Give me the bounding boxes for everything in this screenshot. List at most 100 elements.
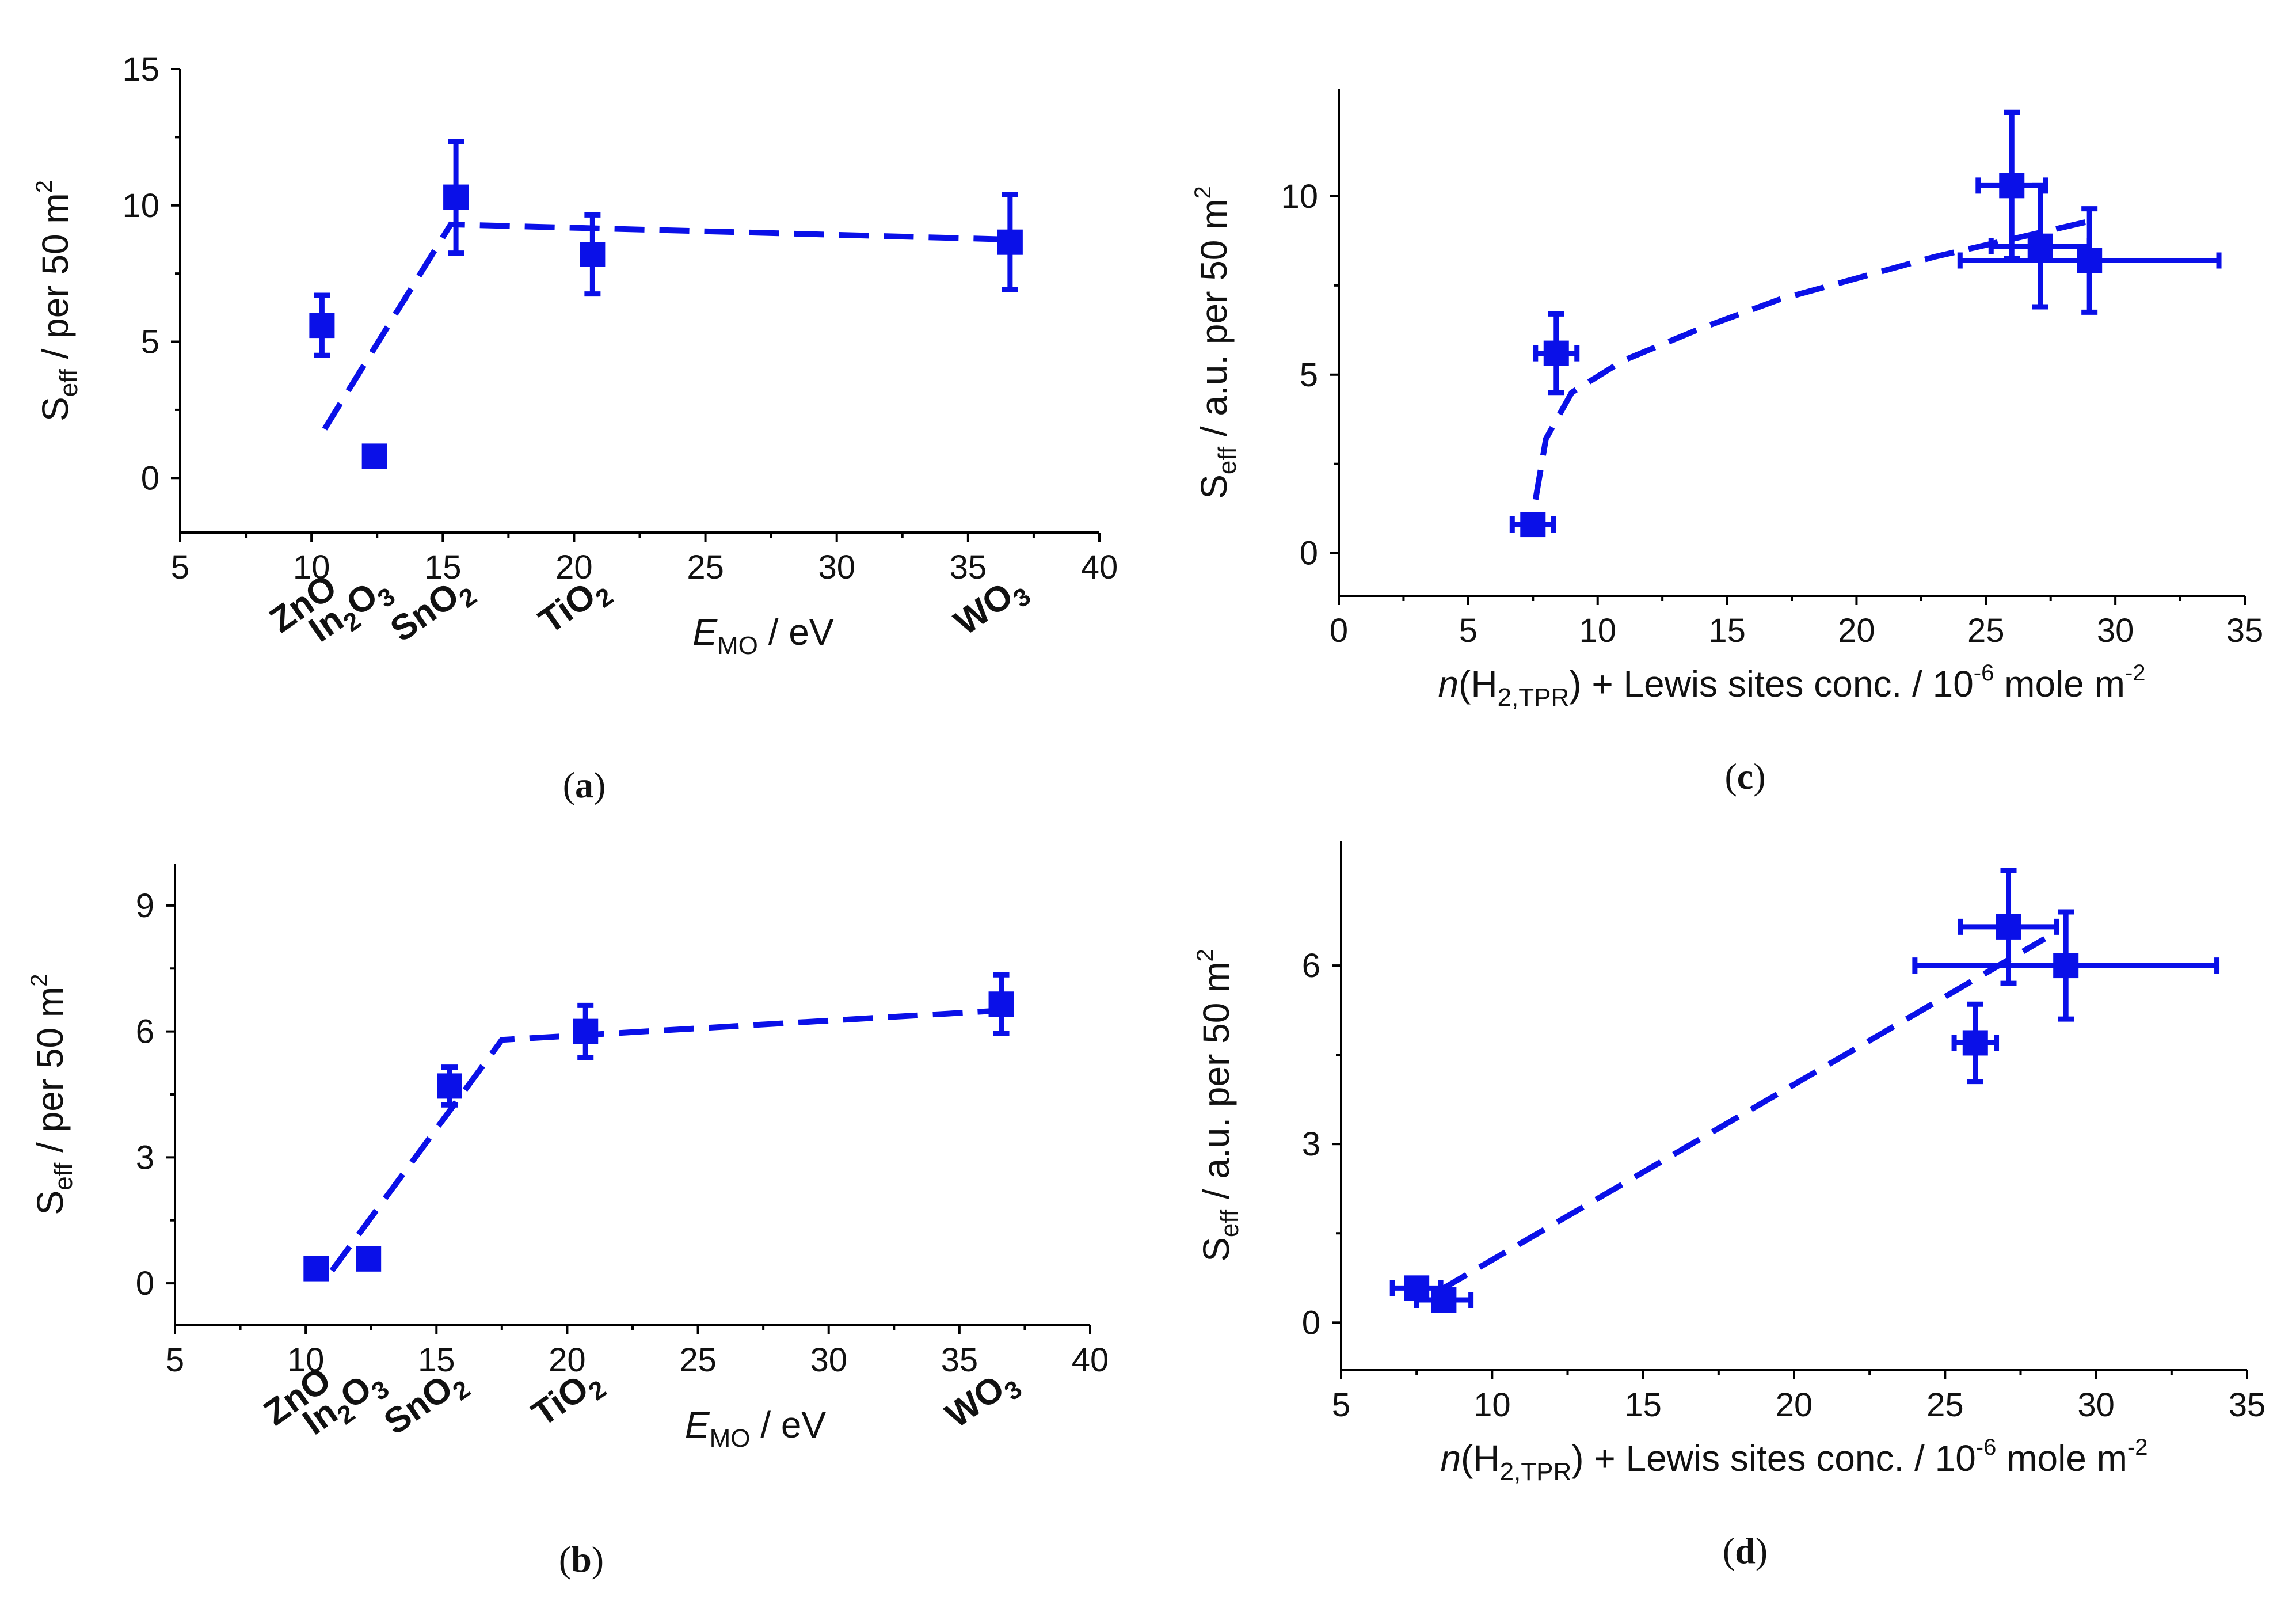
panel-label-letter: d [1735,1530,1756,1571]
x-tick-label: 25 [1926,1386,1964,1424]
fit-line [322,221,1011,431]
y-tick-label: 5 [1300,356,1318,394]
data-point-group [997,192,1023,293]
y-axis-title-main: S [29,1191,71,1215]
panel-label-close: ) [1756,1530,1768,1571]
x-tick-label: 40 [1072,1341,1109,1379]
x-axis-title: n(H2,TPR) + Lewis sites conc. / 10-6 mol… [1438,660,2145,712]
y-axis-title-sup: 2 [1193,949,1218,961]
y-tick-label: 0 [136,1265,154,1302]
data-point-group [437,1064,462,1108]
panel-label-close: ) [593,765,606,805]
compound-label: TiO2 [525,1360,611,1440]
x-tick-label: 35 [2229,1386,2266,1424]
x-axis-title-rest2: mole m [1996,1438,2127,1479]
data-point [2027,233,2053,259]
y-axis-title-main: S [1195,1237,1237,1262]
x-tick-label: 10 [287,1341,325,1379]
data-point [356,1246,382,1272]
data-point [1996,914,2021,940]
x-tick-label: 5 [166,1341,184,1379]
y-axis-title: Seff / per 50 m2 [26,974,78,1215]
x-tick-label: 5 [1332,1386,1350,1424]
x-axis-title-rest: ) + Lewis sites conc. / 10 [1571,1438,1976,1479]
y-axis-title-rest: / a.u. per 50 m [1193,199,1235,447]
y-axis-title-sub: eff [1213,446,1242,474]
fit-line [1439,936,2047,1292]
data-point-group [443,138,469,256]
y-tick-label: 0 [1300,535,1318,572]
x-tick-label: 30 [2077,1386,2115,1424]
data-point-group [303,1256,329,1282]
x-axis-title-pre: n [1438,663,1459,705]
x-tick-label: 15 [418,1341,455,1379]
x-axis-title-sup2: -2 [2125,660,2146,686]
x-axis-title-rest2: mole m [1994,663,2125,705]
y-tick-label: 10 [1281,178,1318,215]
y-tick-label: 0 [141,459,159,497]
chart-panel-b: 5 10 15 20 25 30 35 40 0 3 6 9 Seff / per 50 m2 EMO /… [26,864,1109,1580]
data-point-group [1414,1287,1474,1313]
data-point [1543,340,1569,366]
panel-label: (d) [1723,1530,1768,1571]
data-point [2077,248,2103,273]
x-tick-label: 20 [555,549,593,586]
x-axis-title-sup: -6 [1974,660,1994,686]
chart-panel-c: 0 5 10 15 20 25 30 35 0 5 10 Seff / a.u. per 50 m2 n… [1190,89,2263,797]
x-tick-label: 10 [1473,1386,1511,1424]
x-tick-label: 30 [810,1341,847,1379]
data-point-group [1951,1001,2000,1085]
y-axis-title: Seff / per 50 m2 [32,180,83,421]
x-axis-title-rest: / eV [758,611,834,653]
data-point-group [1988,182,2092,310]
compound-label: TiO2 [532,567,618,647]
x-tick-label: 15 [1708,612,1746,649]
x-axis-title: EMO / eV [692,611,834,660]
x-tick-label: 35 [941,1341,978,1379]
x-tick-label: 30 [2097,612,2134,649]
panel-label-letter: c [1737,756,1753,797]
y-axis-title-rest: / a.u. per 50 m [1195,962,1237,1210]
chart-panel-a: 5 10 15 20 25 30 35 40 0 5 10 15 Seff / per 50 m2 EMO… [32,51,1118,805]
data-point [309,313,335,339]
data-point [437,1073,462,1099]
x-tick-label: 10 [1579,612,1616,649]
panel-label-open: ( [563,765,575,805]
x-axis-title-open: (H [1459,663,1498,705]
x-tick-label: 5 [171,549,189,586]
x-tick-label: 35 [950,549,987,586]
x-tick-label: 5 [1459,612,1478,649]
panel-label-open: ( [559,1539,571,1580]
x-axis-title-sub: 2,TPR [1500,1458,1572,1486]
panel-label-letter: b [571,1539,592,1580]
compound-label-main: SnO [377,1368,460,1443]
x-tick-label: 25 [687,549,724,586]
y-axis-title-rest: / per 50 m [29,987,71,1163]
data-point-group [573,1002,599,1060]
x-tick-label: 0 [1330,612,1348,649]
data-point [1431,1287,1457,1313]
x-axis-title-sub: 2,TPR [1498,683,1570,712]
y-axis-title-sub: eff [55,368,83,397]
y-axis-title-main: S [1193,474,1235,499]
x-axis-title-main: E [685,1404,710,1446]
y-tick-label: 3 [136,1139,154,1176]
x-tick-label: 20 [1776,1386,1813,1424]
panel-label-open: ( [1724,756,1737,797]
panel-label-letter: a [575,765,593,805]
data-point [1962,1030,1988,1056]
x-axis-title-main: E [692,611,718,653]
data-point [997,229,1023,255]
panel-label-close: ) [592,1539,604,1580]
y-axis-title-sub: eff [50,1162,78,1191]
panel-label: (c) [1724,756,1765,797]
data-point-group [309,292,335,358]
data-point-group [1912,909,2220,1022]
data-point [2053,953,2079,979]
x-tick-label: 20 [549,1341,586,1379]
x-axis-title-sup2: -2 [2127,1435,2148,1460]
y-axis-title: Seff / a.u. per 50 m2 [1190,186,1242,499]
x-tick-label: 35 [2226,612,2264,649]
x-axis-title: n(H2,TPR) + Lewis sites conc. / 10-6 mol… [1440,1435,2147,1486]
y-tick-label: 6 [1302,947,1320,984]
